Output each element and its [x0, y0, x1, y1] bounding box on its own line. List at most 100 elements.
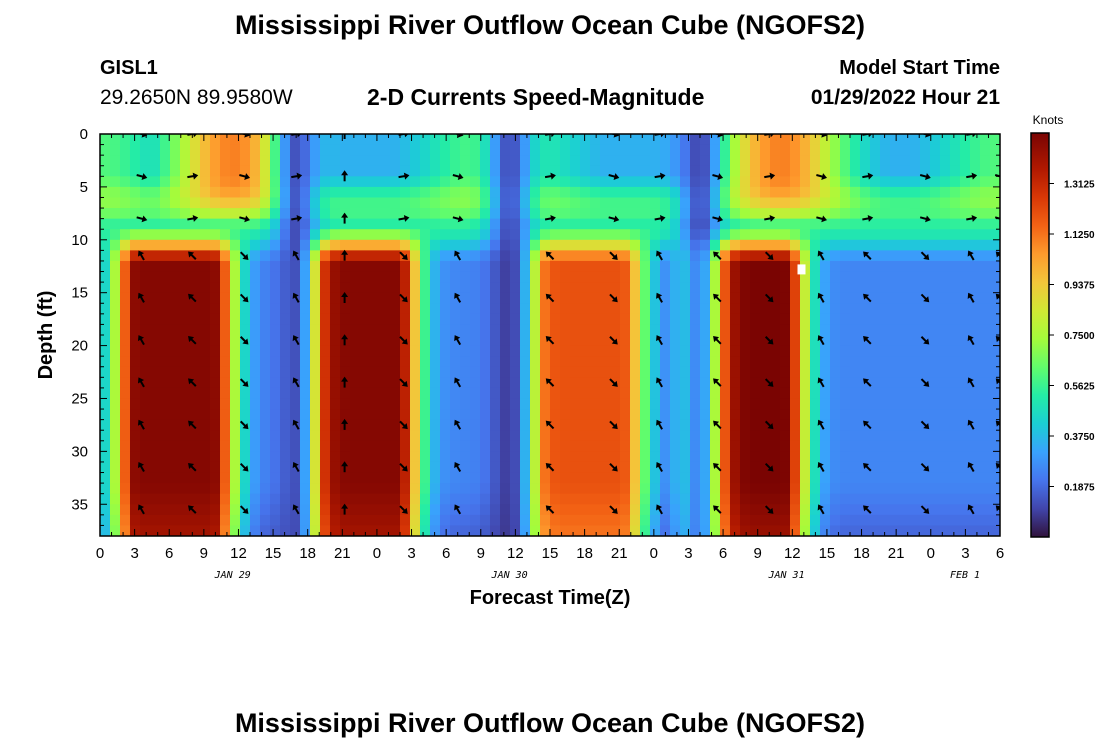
- heatmap-cell: [310, 430, 321, 442]
- heatmap-cell: [320, 292, 331, 304]
- heatmap-cell: [730, 165, 741, 177]
- heatmap-cell: [800, 292, 811, 304]
- heatmap-cell: [950, 303, 961, 315]
- heatmap-cell: [230, 377, 241, 389]
- current-arrow: [817, 250, 825, 261]
- heatmap-cell: [720, 419, 731, 431]
- heatmap-cell: [750, 250, 761, 262]
- heatmap-cell: [360, 271, 371, 283]
- heatmap-cell: [510, 324, 521, 336]
- heatmap-cell: [570, 366, 581, 378]
- heatmap-cell: [480, 197, 491, 209]
- heatmap-cell: [790, 250, 801, 262]
- heatmap-cell: [330, 387, 341, 400]
- heatmap-cell: [600, 409, 611, 421]
- heatmap-cell: [600, 134, 611, 146]
- heatmap-cell: [490, 292, 501, 304]
- heatmap-cell: [210, 345, 221, 357]
- heatmap-cell: [380, 144, 391, 156]
- heatmap-cell: [940, 282, 951, 294]
- heatmap-cell: [270, 186, 281, 199]
- heatmap-cell: [560, 186, 571, 199]
- heatmap-cell: [310, 409, 321, 421]
- heatmap-cell: [590, 366, 601, 378]
- heatmap-cell: [290, 483, 301, 495]
- heatmap-cell: [840, 398, 851, 410]
- heatmap-cell: [470, 356, 481, 368]
- heatmap-cell: [570, 324, 581, 336]
- heatmap-cell: [870, 472, 881, 484]
- x-tick-label: 9: [477, 545, 485, 562]
- heatmap-cell: [380, 377, 391, 389]
- heatmap-cell: [760, 313, 771, 326]
- heatmap-cell: [380, 398, 391, 410]
- current-arrow: [399, 420, 408, 430]
- heatmap-cell: [760, 176, 771, 188]
- heatmap-cell: [560, 218, 571, 230]
- heatmap-cell: [960, 260, 971, 273]
- heatmap-cell: [380, 260, 391, 273]
- heatmap-cell: [390, 472, 401, 484]
- heatmap-cell: [380, 514, 391, 527]
- heatmap-cell: [930, 461, 941, 474]
- current-arrow: [966, 172, 978, 180]
- heatmap-cell: [580, 430, 591, 442]
- heatmap-cell: [980, 282, 991, 294]
- heatmap-cell: [730, 483, 741, 495]
- chart: 0 3 6 9 12 15 18 21 0 3 6 9 12 15 18 21 0 3 6 9 12 15 18 21 0 3 6 …: [35, 113, 1095, 609]
- heatmap-cell: [470, 493, 481, 505]
- heatmap-cell: [860, 186, 871, 199]
- heatmap-cell: [100, 387, 111, 400]
- heatmap-cell: [260, 239, 271, 251]
- heatmap-cell: [760, 440, 771, 452]
- heatmap-cell: [300, 430, 311, 442]
- heatmap-cell: [670, 155, 681, 167]
- heatmap-cell: [220, 303, 231, 315]
- heatmap-cell: [170, 165, 181, 177]
- heatmap-cell: [810, 176, 821, 188]
- heatmap-cell: [470, 186, 481, 199]
- current-arrow: [609, 505, 618, 514]
- heatmap-cell: [150, 208, 161, 220]
- heatmap-cell: [400, 387, 411, 400]
- heatmap-cell: [960, 398, 971, 410]
- heatmap-cell: [740, 345, 751, 357]
- heatmap-cell: [440, 197, 451, 209]
- heatmap-cell: [780, 493, 791, 505]
- heatmap-cell: [370, 366, 381, 378]
- current-arrow: [713, 462, 722, 472]
- heatmap-cell: [840, 366, 851, 378]
- model-start-label: Model Start Time: [839, 57, 1000, 79]
- heatmap-cell: [650, 504, 661, 516]
- heatmap-cell: [930, 155, 941, 167]
- x-tick-label: 21: [611, 545, 628, 562]
- heatmap-cell: [450, 461, 461, 474]
- heatmap-cell: [520, 356, 531, 368]
- heatmap-cell: [430, 461, 441, 474]
- current-arrow: [545, 293, 555, 303]
- heatmap-cell: [310, 461, 321, 474]
- heatmap-cell: [430, 292, 441, 304]
- heatmap-cell: [610, 483, 621, 495]
- heatmap-cell: [730, 292, 741, 304]
- heatmap-cell: [900, 260, 911, 273]
- heatmap-cell: [520, 260, 531, 273]
- heatmap-cell: [370, 144, 381, 156]
- heatmap-cell: [190, 229, 201, 241]
- heatmap-cell: [950, 419, 961, 431]
- heatmap-cell: [600, 282, 611, 294]
- heatmap-cell: [490, 461, 501, 474]
- heatmap-cell: [170, 483, 181, 495]
- heatmap-cell: [980, 377, 991, 389]
- heatmap-cell: [100, 430, 111, 442]
- heatmap-cell: [890, 493, 901, 505]
- date-label: FEB 1: [950, 570, 980, 581]
- heatmap-cell: [980, 461, 991, 474]
- heatmap-cell: [270, 472, 281, 484]
- heatmap-cell: [360, 419, 371, 431]
- heatmap-cell: [790, 165, 801, 177]
- heatmap-cell: [170, 461, 181, 474]
- heatmap-cell: [630, 514, 641, 527]
- heatmap-cell: [770, 345, 781, 357]
- heatmap-cell: [350, 430, 361, 442]
